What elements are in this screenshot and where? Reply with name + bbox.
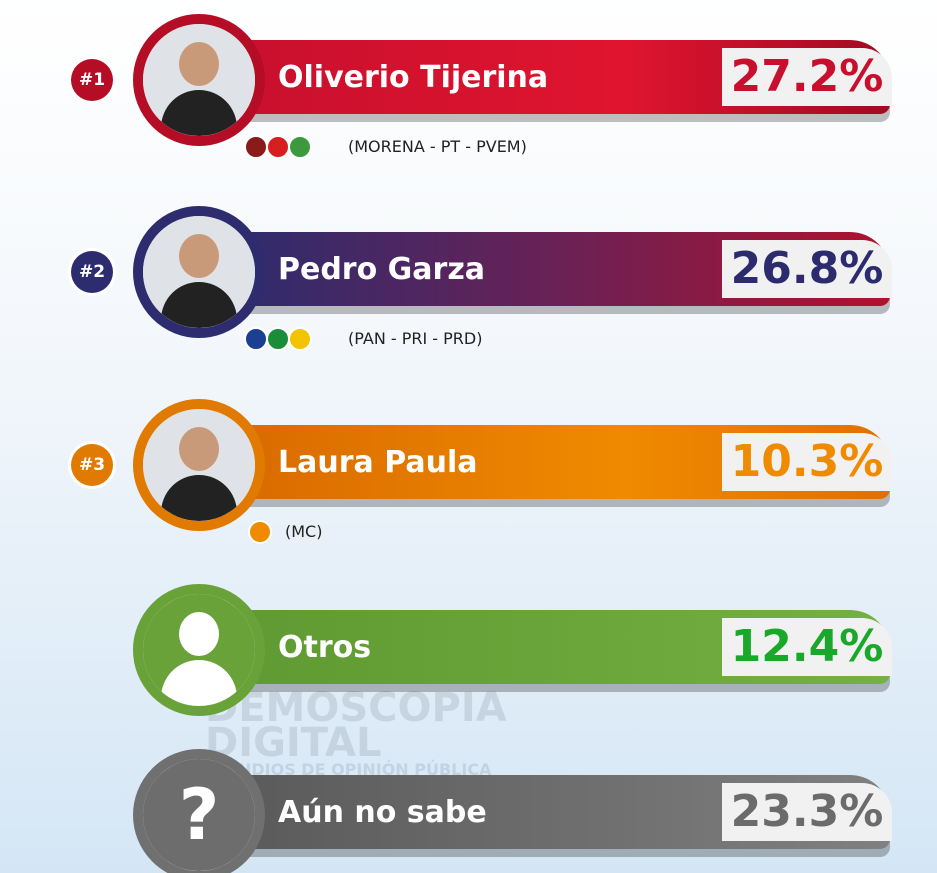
name-bar: Otros 12.4% [230,610,890,684]
body [161,475,237,521]
party-logo [288,135,312,159]
name-bar: Pedro Garza 26.8% [230,232,890,306]
percent: 10.3% [722,433,892,491]
coalition: (MC) [285,522,322,541]
avatar-fill [143,409,255,521]
name-bar: Aún no sabe 23.3% [230,775,890,849]
head [179,427,219,471]
body [161,282,237,328]
avatar-fill [143,594,255,706]
percent: 26.8% [722,240,892,298]
party-logo [248,520,272,544]
percent: 23.3% [722,783,892,841]
candidate-name: Otros [278,630,371,665]
avatar [133,206,265,338]
avatar: ? [133,749,265,873]
body [161,660,237,706]
party-logo [288,327,312,351]
percent: 27.2% [722,48,892,106]
party-logo [244,327,268,351]
candidate-name: Pedro Garza [278,252,485,287]
party-logo [244,135,268,159]
poll-graphic: DEMOSCOPIA DIGITAL ESTUDIOS DE OPINIÓN P… [0,0,937,873]
body [161,90,237,136]
rank-badge: #2 [71,251,113,293]
coalition: (PAN - PRI - PRD) [348,329,482,348]
name-bar: Oliverio Tijerina 27.2% [230,40,890,114]
candidate-name: Aún no sabe [278,795,487,830]
icon: ? [143,759,255,871]
coalition: (MORENA - PT - PVEM) [348,137,527,156]
percent: 12.4% [722,618,892,676]
avatar-fill [143,216,255,328]
avatar [133,584,265,716]
avatar [133,14,265,146]
candidate-name: Oliverio Tijerina [278,60,548,95]
avatar-fill [143,24,255,136]
candidate-name: Laura Paula [278,445,478,480]
avatar [133,399,265,531]
head [179,234,219,278]
rank-badge: #1 [71,59,113,101]
party-logo [266,327,290,351]
rank-badge: #3 [71,444,113,486]
head [179,42,219,86]
party-logo [266,135,290,159]
name-bar: Laura Paula 10.3% [230,425,890,499]
head [179,612,219,656]
